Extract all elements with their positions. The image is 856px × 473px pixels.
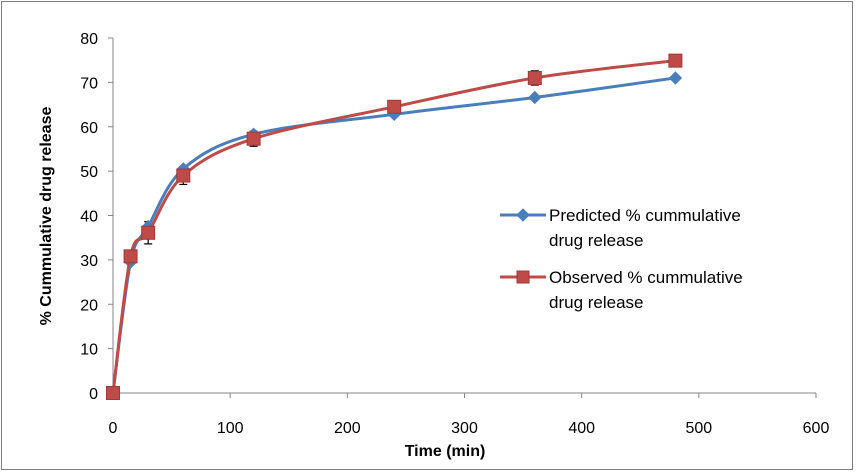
legend-label: drug release [549,293,644,312]
legend-swatch-marker [516,208,530,222]
x-tick-label: 400 [568,420,595,437]
x-tick-label: 500 [685,420,712,437]
x-tick-label: 300 [451,420,478,437]
data-point [387,99,402,114]
y-tick-label: 60 [80,120,98,137]
data-point [527,70,542,85]
axes: 0 10 20 30 40 50 60 70 80 0 100 200 300 400 500 600 [80,31,829,437]
x-tick-label: 600 [803,420,830,437]
x-tick-label: 0 [109,420,118,437]
legend-swatch-marker [516,270,530,284]
error-bars [144,70,539,245]
data-point [106,386,120,400]
y-tick-label: 20 [80,297,98,314]
legend-label: drug release [549,231,644,250]
y-axis-title: % Cummulative drug release [38,107,55,326]
y-tick-label: 40 [80,209,98,226]
y-tick-label: 10 [80,342,98,359]
data-point [246,131,261,146]
y-tick-label: 0 [89,386,98,403]
data-point [528,90,542,105]
data-point [668,53,683,68]
series-observed [106,53,683,400]
legend-entry-predicted: Predicted % cummulative drug release [500,206,741,250]
x-axis-title: Time (min) [405,443,486,460]
data-point [668,71,683,85]
y-tick-label: 80 [80,31,98,48]
legend-label: Observed % cummulative [549,268,743,287]
series-layer [106,53,683,400]
data-point [123,249,138,264]
data-point [141,225,156,240]
legend-label: Predicted % cummulative [549,206,741,225]
y-tick-label: 50 [80,164,98,181]
y-tick-label: 70 [80,75,98,92]
y-tick-label: 30 [80,253,98,270]
x-tick-label: 100 [217,420,244,437]
legend-entry-observed: Observed % cummulative drug release [500,268,743,312]
x-tick-label: 200 [334,420,361,437]
data-point [176,168,191,183]
